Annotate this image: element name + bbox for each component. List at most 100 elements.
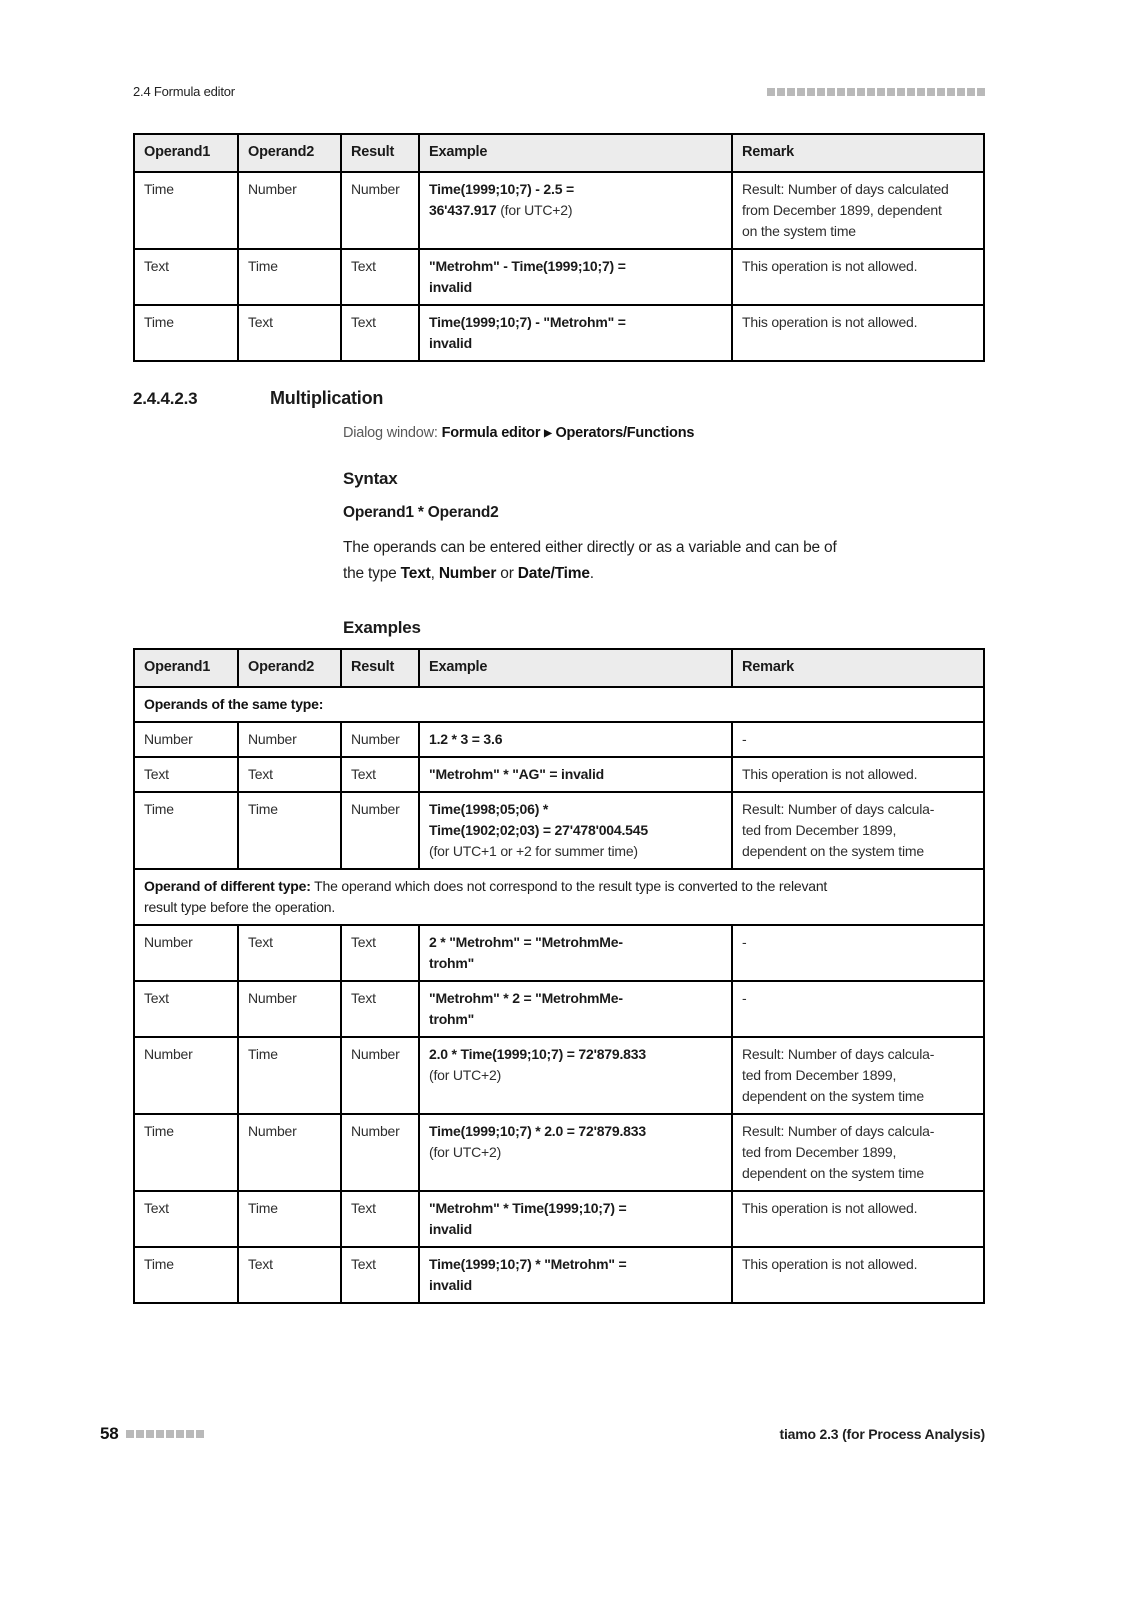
text-segment: "Metrohm" * Time(1999;10;7) = invalid [429, 1199, 627, 1237]
decoration-square [165, 1430, 174, 1438]
example-cell: 2 * "Metrohm" = "MetrohmMe- trohm" [418, 923, 733, 982]
text-segment: The operand which does not correspond to… [144, 877, 828, 915]
table-row: Time Number Number Time(1999;10;7) * 2.0 = … [133, 1112, 985, 1192]
text-segment: Number [438, 565, 497, 583]
header-decoration-squares [767, 87, 985, 96]
example-cell: "Metrohm" * 2 = "MetrohmMe- trohm" [418, 979, 733, 1038]
remark-cell: This operation is not allowed. [731, 303, 985, 362]
table-row: Time Number Number Time(1999;10;7) - 2.5 = … [133, 170, 985, 250]
text-segment: Time(1999;10;7) - "Metrohm" = invalid [429, 313, 626, 351]
column-header: Example [418, 133, 733, 173]
table-section-cell: Operand of different type: The operand w… [133, 867, 985, 926]
column-header: Remark [731, 648, 985, 688]
column-header: Operand1 [133, 648, 239, 688]
decoration-square [967, 87, 975, 96]
remark-cell: This operation is not allowed. [731, 247, 985, 306]
table-cell: Number [340, 170, 420, 250]
dialog-window-path: Dialog window: Formula editor ▶ Operator… [343, 425, 985, 441]
section-body: Dialog window: Formula editor ▶ Operator… [343, 425, 985, 638]
example-cell: Time(1999;10;7) - 2.5 = 36'437.917 (for … [418, 170, 733, 250]
table-cell: Number [237, 170, 342, 250]
table-row: Number Number Number 1.2 * 3 = 3.6- [133, 720, 985, 758]
decoration-square [977, 87, 985, 96]
table-section-cell: Operands of the same type: [133, 685, 985, 723]
table-cell: Text [340, 979, 420, 1038]
decoration-square [897, 87, 905, 96]
table-cell: Text [340, 303, 420, 362]
table-cell: Number [340, 720, 420, 758]
footer-product-label: tiamo 2.3 (for Process Analysis) [779, 1426, 986, 1442]
text-segment: "Metrohm" - Time(1999;10;7) = invalid [429, 257, 626, 295]
remark-cell: Result: Number of days calcula- ted from… [731, 1112, 985, 1192]
table-row: Time Text Text Time(1999;10;7) - "Metrohm" … [133, 303, 985, 362]
syntax-formula: Operand1 * Operand2 [343, 503, 499, 521]
table-cell: Text [340, 247, 420, 306]
text-segment: Dialog window: [343, 424, 442, 441]
table-cell: Number [133, 1035, 239, 1115]
example-cell: Time(1999;10;7) * 2.0 = 72'879.833 (for … [418, 1112, 733, 1192]
decoration-square [937, 87, 945, 96]
text-segment: (for UTC+1 or +2 for summer time) [429, 842, 638, 859]
table-header-row: Operand1 Operand2 Result Example Remark [133, 133, 985, 173]
table-cell: Number [237, 720, 342, 758]
table-row: Number Time Number 2.0 * Time(1999;10;7) = … [133, 1035, 985, 1115]
decoration-square [837, 87, 845, 96]
remark-cell: This operation is not allowed. [731, 1189, 985, 1248]
table-cell: Text [340, 1245, 420, 1304]
text-segment: Time(1999;10;7) * 2.0 = 72'879.833 [429, 1122, 646, 1139]
table-cell: Time [237, 1189, 342, 1248]
example-cell: Time(1999;10;7) * "Metrohm" = invalid [418, 1245, 733, 1304]
table-cell: Number [237, 979, 342, 1038]
description-paragraph: The operands can be entered either direc… [343, 535, 985, 588]
table-cell: Time [133, 303, 239, 362]
column-header: Result [340, 133, 420, 173]
table-cell: Text [133, 247, 239, 306]
examples-table-multiplication: Operand1 Operand2 Result Example Remark Opera… [133, 648, 985, 1304]
decoration-square [787, 87, 795, 96]
decoration-square [907, 87, 915, 96]
table-cell: Time [133, 170, 239, 250]
decoration-square [185, 1430, 194, 1438]
table-cell: Text [340, 923, 420, 982]
decoration-square [195, 1430, 204, 1438]
example-cell: 1.2 * 3 = 3.6 [418, 720, 733, 758]
table-row: Text Time Text "Metrohm" - Time(1999;10;7) … [133, 247, 985, 306]
decoration-square [145, 1430, 154, 1438]
table-cell: Text [133, 755, 239, 793]
section-title: Multiplication [270, 387, 384, 408]
example-cell: Time(1998;05;06) * Time(1902;02;03) = 27… [418, 790, 733, 870]
text-segment: "Metrohm" * 2 = "MetrohmMe- trohm" [429, 989, 623, 1027]
decoration-square [155, 1430, 164, 1438]
text-segment: Operands of the same type: [144, 695, 324, 712]
remark-cell: This operation is not allowed. [731, 755, 985, 793]
text-segment: 2.0 * Time(1999;10;7) = 72'879.833 [429, 1045, 646, 1062]
decoration-square [857, 87, 865, 96]
table-cell: Number [237, 1112, 342, 1192]
text-segment: . [589, 565, 594, 583]
decoration-square [767, 87, 775, 96]
decoration-square [947, 87, 955, 96]
text-segment: 1.2 * 3 = 3.6 [429, 730, 503, 747]
table-row: Number Text Text 2 * "Metrohm" = "MetrohmMe… [133, 923, 985, 982]
remark-cell: Result: Number of days calculated from D… [731, 170, 985, 250]
table-cell: Number [340, 1112, 420, 1192]
decoration-square [777, 87, 785, 96]
table-row: Operand of different type: The operand w… [133, 867, 985, 926]
table-cell: Text [340, 1189, 420, 1248]
page-header: 2.4 Formula editor [133, 84, 985, 99]
column-header: Operand1 [133, 133, 239, 173]
text-segment: (for UTC+2) [429, 1143, 502, 1160]
column-header: Operand2 [237, 648, 342, 688]
decoration-square [135, 1430, 144, 1438]
example-cell: "Metrohm" * "AG" = invalid [418, 755, 733, 793]
text-segment: "Metrohm" * "AG" = invalid [429, 765, 604, 782]
text-segment: ▶ [544, 427, 552, 439]
remark-cell: Result: Number of days calcula- ted from… [731, 790, 985, 870]
page-content: Operand1 Operand2 Result Example Remark Time N… [133, 133, 985, 1304]
decoration-square [797, 87, 805, 96]
decoration-square [887, 87, 895, 96]
table-header-row: Operand1 Operand2 Result Example Remark [133, 648, 985, 688]
column-header: Operand2 [237, 133, 342, 173]
decoration-square [807, 87, 815, 96]
